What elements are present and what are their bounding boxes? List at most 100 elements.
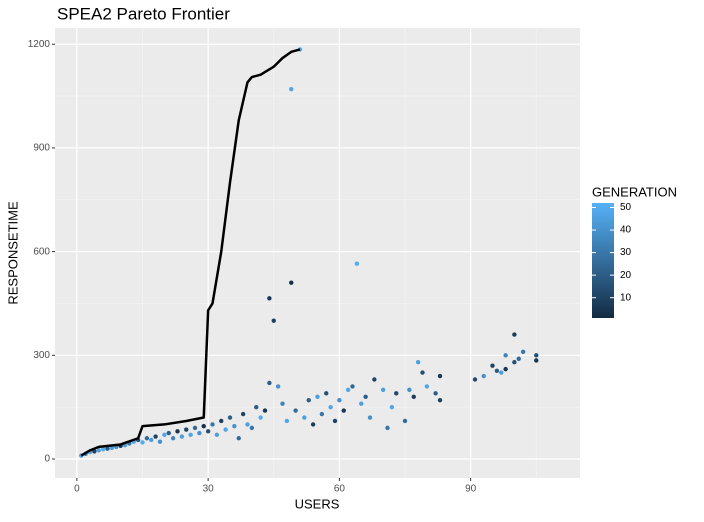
x-axis-label: USERS: [295, 496, 340, 511]
point: [179, 434, 185, 439]
legend-label: 10: [620, 292, 632, 303]
point: [280, 401, 285, 406]
point: [100, 447, 106, 452]
point: [289, 86, 294, 92]
point: [380, 387, 386, 393]
point: [140, 440, 145, 445]
point: [236, 436, 241, 441]
point: [166, 430, 171, 436]
point: [324, 391, 329, 396]
point: [315, 394, 320, 399]
y-axis-label: RESPONSETIME: [5, 201, 20, 305]
point: [490, 363, 495, 368]
point: [275, 384, 281, 389]
point: [267, 380, 272, 386]
point: [345, 387, 351, 393]
point: [284, 418, 290, 424]
point: [210, 422, 215, 427]
frontier-line: [80, 48, 301, 457]
point: [249, 425, 255, 431]
point: [437, 373, 443, 379]
point: [109, 445, 115, 451]
point: [350, 384, 355, 389]
point: [157, 439, 163, 444]
point: [363, 394, 368, 399]
point: [170, 436, 176, 441]
point: [512, 332, 517, 337]
point: [433, 391, 438, 396]
legend-label: 50: [620, 202, 632, 213]
legend-title: GENERATION: [592, 184, 677, 199]
point: [499, 370, 504, 375]
point: [337, 398, 342, 403]
y-tick-label: 900: [33, 143, 50, 154]
point: [201, 423, 206, 429]
point: [437, 398, 443, 403]
point: [389, 404, 395, 410]
point: [144, 436, 150, 441]
point: [341, 408, 346, 413]
point: [411, 394, 416, 399]
point: [289, 280, 294, 285]
point: [319, 411, 325, 417]
point: [394, 391, 399, 396]
point: [503, 353, 508, 358]
legend-label: 40: [620, 225, 632, 236]
point: [149, 437, 154, 443]
point: [105, 446, 110, 451]
point: [258, 415, 263, 420]
point: [534, 353, 539, 358]
y-tick-label: 300: [33, 350, 50, 361]
point: [197, 430, 202, 436]
point: [503, 366, 508, 372]
point: [205, 429, 211, 434]
point: [306, 398, 311, 403]
point: [354, 261, 360, 266]
point: [407, 387, 412, 393]
point: [516, 356, 521, 361]
point: [520, 349, 526, 355]
point: [188, 432, 193, 437]
y-tick-label: 0: [44, 454, 50, 465]
point: [367, 415, 373, 420]
colorbar: [592, 203, 614, 318]
x-tick-label: 90: [465, 484, 477, 495]
point: [96, 448, 101, 453]
point: [420, 370, 425, 375]
point: [184, 427, 189, 432]
point: [385, 425, 390, 431]
point: [328, 404, 333, 410]
point: [267, 296, 272, 301]
point: [359, 401, 364, 406]
legend-label: 30: [620, 247, 632, 258]
point: [192, 425, 198, 431]
point: [254, 404, 259, 410]
point: [214, 432, 220, 437]
point: [332, 418, 338, 424]
point: [512, 360, 517, 365]
x-tick-label: 0: [74, 484, 80, 495]
point: [534, 358, 539, 363]
point: [232, 423, 237, 429]
point: [271, 318, 276, 323]
point: [310, 422, 316, 427]
point: [293, 408, 298, 413]
point: [402, 418, 408, 424]
point: [262, 408, 268, 413]
point: [481, 373, 486, 379]
point: [494, 368, 500, 374]
panel: [55, 28, 580, 478]
point: [219, 418, 224, 424]
point: [153, 434, 158, 439]
y-tick-label: 600: [33, 246, 50, 257]
point: [245, 422, 250, 427]
point: [302, 415, 307, 420]
point: [240, 411, 246, 417]
point: [472, 377, 478, 382]
point: [162, 432, 167, 437]
x-tick-label: 30: [203, 484, 215, 495]
chart-title: SPEA2 Pareto Frontier: [57, 4, 230, 23]
y-tick-label: 1200: [28, 39, 51, 50]
